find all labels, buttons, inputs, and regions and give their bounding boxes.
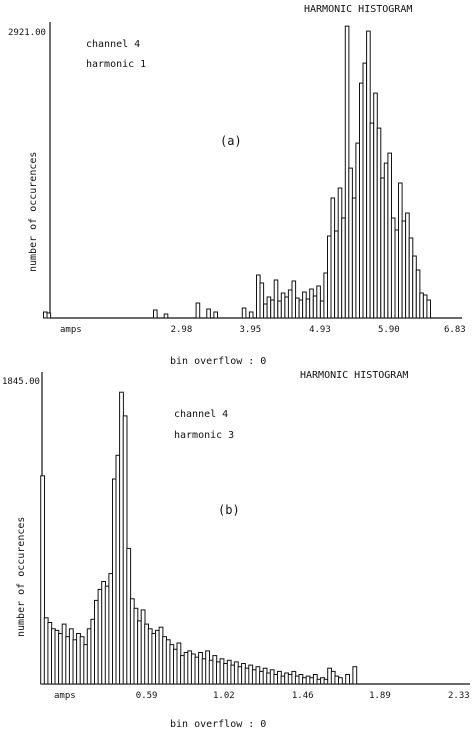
panel-a-bar — [362, 62, 368, 319]
panel-a-x-tick-label: 6.83 — [444, 325, 466, 335]
panel-a-bar — [390, 217, 396, 319]
panel-b-x-unit-label: amps — [54, 691, 76, 701]
panel-b-x-tick-label: 1.89 — [369, 691, 391, 701]
panel-b-y-axis-label: number of occurences — [16, 517, 27, 637]
panel-a-bar — [355, 142, 360, 319]
panel-a-bar — [213, 311, 218, 319]
panel-a-bar — [330, 197, 336, 319]
panel-b-x-tick-label: 1.46 — [292, 691, 314, 701]
panel-a-bar — [195, 302, 201, 319]
panel-a-panel-label: (a) — [220, 134, 242, 148]
panel-a-x-tick-label: 3.95 — [240, 325, 262, 335]
panel-a-bar — [323, 272, 328, 319]
panel-a-x-axis-label: bin overflow : 0 — [170, 356, 266, 367]
panel-a-x-ticks: 2.98 3.95 4.93 5.90 6.83 — [171, 325, 466, 335]
panel-b-y-max-label: 1845.00 — [2, 377, 40, 387]
panel-a-bar — [316, 285, 321, 319]
panel-b-x-ticks: 0.59 1.02 1.46 1.89 2.33 — [136, 691, 470, 701]
panel-a-bar — [405, 212, 410, 319]
panel-a-bar — [248, 311, 254, 319]
panel-b-x-tick-label: 2.33 — [448, 691, 470, 701]
panel-b-bar — [40, 475, 46, 685]
panel-a-bar — [273, 279, 279, 319]
panel-a-bar — [348, 167, 353, 319]
panel-a-bar — [426, 299, 431, 319]
panel-a-bar — [259, 282, 265, 319]
panel-a-x-tick-label: 4.93 — [309, 325, 331, 335]
panel-a-bar — [383, 162, 389, 319]
panel-a-bar — [412, 255, 417, 319]
panel-a-bar — [341, 217, 346, 319]
panel-b-panel-label: (b) — [218, 503, 240, 517]
panel-b-annotation-harmonic: harmonic 3 — [174, 430, 234, 441]
panel-b-bar — [352, 666, 358, 685]
panel-b-bars — [40, 391, 358, 685]
panel-b-annotation-channel: channel 4 — [174, 409, 228, 420]
panel-b-bar — [345, 674, 351, 685]
panel-b-x-axis-label: bin overflow : 0 — [170, 719, 266, 729]
panel-b-x-tick-label: 1.02 — [213, 691, 235, 701]
panel-a-histogram: HARMONIC HISTOGRAM 2921.00 channel 4 har… — [8, 4, 466, 367]
panel-a-y-max-label: 2921.00 — [8, 28, 46, 38]
panel-a-x-unit-label: amps — [60, 325, 82, 335]
panel-a-bar — [206, 308, 211, 319]
panel-a-bar — [302, 291, 307, 319]
panel-a-bar — [287, 289, 293, 319]
panel-a-title: HARMONIC HISTOGRAM — [304, 4, 412, 15]
panel-b-title: HARMONIC HISTOGRAM — [300, 370, 408, 381]
panel-a-bar — [398, 182, 403, 319]
panel-a-bar — [419, 292, 424, 319]
panel-a-bar — [280, 292, 286, 319]
panel-a-bar — [153, 309, 158, 319]
panel-a-bar — [241, 307, 247, 319]
panel-a-bar — [163, 313, 169, 319]
panel-a-bar — [376, 127, 382, 319]
panel-a-x-tick-label: 5.90 — [378, 325, 400, 335]
panel-a-bar — [334, 230, 339, 319]
panel-a-bars — [43, 25, 431, 319]
panel-a-bar — [266, 296, 272, 319]
panel-a-bar — [46, 312, 52, 319]
panel-a-y-axis-label: number of occurences — [28, 152, 39, 272]
panel-a-x-tick-label: 2.98 — [171, 325, 193, 335]
panel-a-bar — [309, 288, 314, 319]
panel-b-histogram: HARMONIC HISTOGRAM 1845.00 channel 4 har… — [2, 370, 470, 729]
panel-a-annotation-channel: channel 4 — [86, 39, 140, 50]
panel-a-bar — [295, 297, 300, 319]
panel-a-bar — [369, 122, 375, 319]
panel-b-bar — [338, 677, 343, 685]
panel-a-annotation-harmonic: harmonic 1 — [86, 59, 146, 70]
panel-b-x-tick-label: 0.59 — [136, 691, 158, 701]
